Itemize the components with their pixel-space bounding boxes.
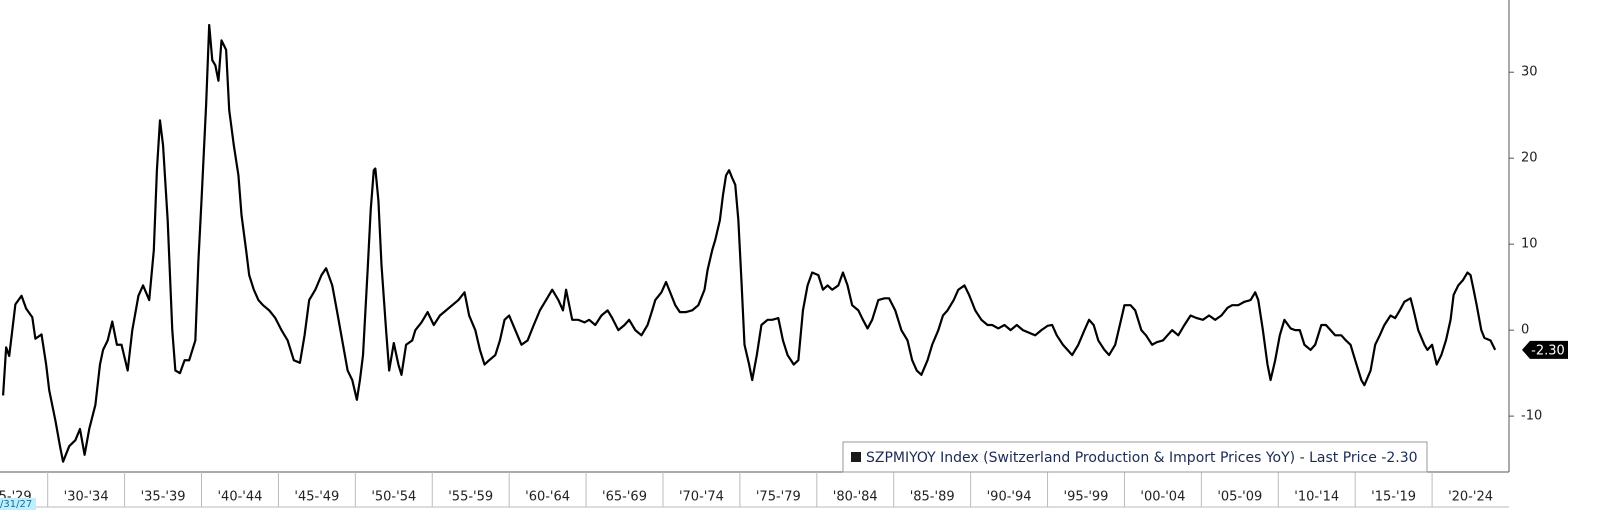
x-tick-label: '75-'79 [756,490,801,505]
x-tick-label: '90-'94 [987,490,1032,505]
legend-series-name: SZPMIYOY Index (Switzerland Production &… [866,450,1295,466]
x-tick-label: '85-'89 [910,490,955,505]
y-axis: -10 0 10 20 30 -2.30 [1508,0,1568,472]
x-tick-label: '55-'59 [448,490,493,505]
start-date: /31/27 [0,499,32,510]
x-tick-label: '65-'69 [602,490,647,505]
x-tick-label: '30-'34 [64,490,109,505]
date-badge [0,498,36,510]
legend-last-price: -2.30 [1381,450,1417,466]
y-tick-label: 0 [1521,323,1529,338]
legend-caption: - Last Price [1300,450,1377,466]
x-tick-label: '00-'04 [1140,490,1185,505]
y-tick-label: 30 [1521,65,1538,80]
y-tick-label: -10 [1521,409,1542,424]
x-tick-label: '95-'99 [1064,490,1109,505]
x-tick-label: '60-'64 [525,490,570,505]
x-tick-label: '45-'49 [294,490,339,505]
x-tick-label: '70-'74 [679,490,724,505]
legend-text: SZPMIYOY Index (Switzerland Production &… [866,450,1418,466]
x-tick-label: '05-'09 [1217,490,1262,505]
x-tick-label: '80-'84 [833,490,878,505]
legend-box [842,441,1428,473]
last-price-label: -2.30 [1531,343,1565,358]
x-tick-label: '20-'24 [1448,490,1493,505]
y-tick-label: 10 [1521,237,1538,252]
x-tick-label: '10-'14 [1294,490,1339,505]
x-tick-label: '50-'54 [371,490,416,505]
y-tick-label: 20 [1521,151,1538,166]
x-tick-label: '35-'39 [141,490,186,505]
plot-area [1,23,1497,463]
x-axis: '25-'29'30-'34'35-'39'40-'44'45-'49'50-'… [0,471,1509,508]
series-line [1,23,1497,463]
x-tick-label: '40-'44 [217,490,262,505]
x-tick-label: '15-'19 [1371,490,1416,505]
last-price-tag [1522,340,1568,359]
legend: SZPMIYOY Index (Switzerland Production &… [842,441,1428,473]
legend-swatch [851,452,861,462]
